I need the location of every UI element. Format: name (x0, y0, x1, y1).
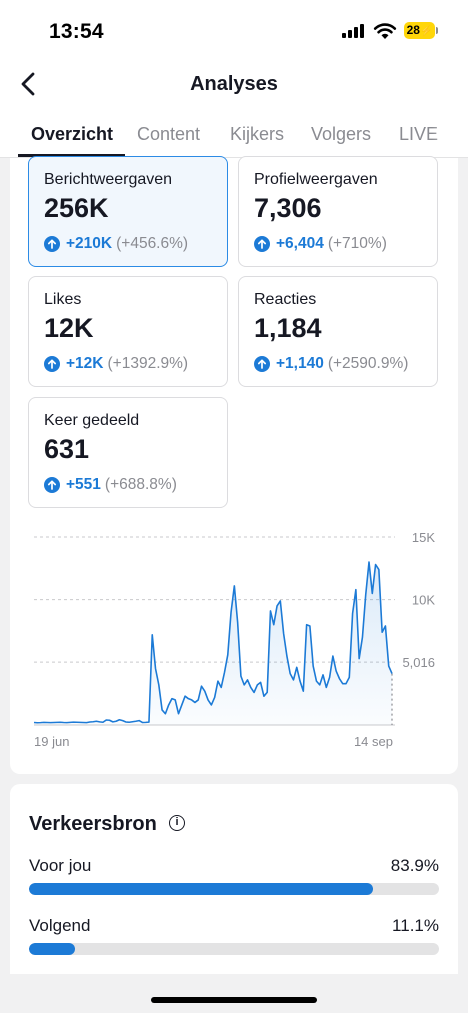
wifi-icon (373, 23, 397, 39)
traffic-source-title: Verkeersbron (29, 813, 157, 835)
arrow-up-icon (44, 356, 60, 372)
tab-overzicht[interactable]: Overzicht (31, 124, 114, 144)
traffic-source-name: Voor jou (29, 856, 92, 875)
tab-content[interactable]: Content (137, 124, 201, 144)
tab-volgers[interactable]: Volgers (311, 124, 372, 144)
metric-change-percent: (+710%) (327, 235, 387, 252)
metric-value: 12K (44, 313, 94, 343)
metric-card-profielweergaven[interactable]: Profielweergaven 7,306 +6,404 (+710%) (238, 156, 438, 267)
traffic-source-bar (29, 943, 439, 955)
signal-icon (342, 24, 366, 38)
battery-level: 28 (406, 23, 420, 37)
metric-card-keer-gedeeld[interactable]: Keer gedeeld 631 +551 (+688.8%) (28, 397, 228, 508)
views-chart[interactable]: 15K 10K 5,016 19 jun 14 sep (10, 520, 458, 750)
metric-change: +12K (+1392.9%) (44, 355, 188, 373)
chevron-left-icon[interactable] (17, 70, 41, 98)
overview-card: Berichtweergaven 256K +210K (+456.6%) Pr… (10, 156, 458, 774)
metric-change-percent: (+2590.9%) (327, 355, 409, 372)
arrow-up-icon (254, 236, 270, 252)
metric-change-value: +551 (66, 476, 101, 493)
metric-label: Likes (44, 291, 82, 308)
battery-icon: 28⚡ (404, 22, 435, 39)
metric-change-value: +6,404 (276, 235, 324, 252)
metric-change-value: +1,140 (276, 355, 324, 372)
header: Analyses (0, 62, 468, 110)
arrow-up-icon (44, 477, 60, 493)
chart-x-tick-label: 19 jun (34, 734, 69, 749)
traffic-source-bar (29, 883, 439, 895)
traffic-source-bar-fill (29, 883, 373, 895)
metric-change-percent: (+456.6%) (116, 235, 189, 252)
tabs-fade (432, 110, 468, 157)
status-bar: 13:54 28⚡ (0, 0, 468, 62)
traffic-source-name: Volgend (29, 916, 91, 935)
active-tab-indicator (18, 154, 125, 157)
metric-label: Profielweergaven (254, 171, 378, 188)
traffic-source-bar-fill (29, 943, 75, 955)
battery-nub (436, 27, 438, 34)
metric-value: 1,184 (254, 313, 322, 343)
tab-live[interactable]: LIVE (399, 124, 439, 144)
metric-label: Berichtweergaven (44, 171, 173, 188)
metric-change-value: +12K (66, 355, 104, 372)
chart-x-tick-label: 14 sep (354, 734, 393, 749)
traffic-source-card: Verkeersbron i Voor jou 83.9% Volgend 11… (10, 784, 458, 974)
tab-kijkers[interactable]: Kijkers (230, 124, 285, 144)
metric-card-reacties[interactable]: Reacties 1,184 +1,140 (+2590.9%) (238, 276, 438, 387)
traffic-source-percent: 11.1% (392, 916, 439, 935)
chart-area-fill (34, 562, 392, 725)
metric-change: +551 (+688.8%) (44, 476, 177, 494)
page-title: Analyses (190, 73, 278, 95)
arrow-up-icon (254, 356, 270, 372)
chart-series-line (33, 561, 393, 724)
metric-label: Keer gedeeld (44, 412, 140, 429)
info-icon[interactable]: i (169, 815, 185, 831)
arrow-up-icon (44, 236, 60, 252)
home-indicator (151, 997, 317, 1003)
tab-bar: Overzicht Content Kijkers Volgers LIVE (0, 110, 468, 158)
metric-change: +6,404 (+710%) (254, 235, 387, 253)
status-time: 13:54 (49, 20, 104, 43)
metric-change: +1,140 (+2590.9%) (254, 355, 408, 373)
metric-value: 631 (44, 434, 90, 464)
traffic-source-percent: 83.9% (390, 856, 439, 875)
chart-y-tick-label: 15K (412, 530, 435, 545)
metric-change-percent: (+688.8%) (104, 476, 177, 493)
metric-change-value: +210K (66, 235, 113, 252)
metric-value: 7,306 (254, 193, 322, 223)
chart-y-tick-label: 5,016 (402, 655, 435, 670)
metric-change-percent: (+1392.9%) (107, 355, 189, 372)
metric-label: Reacties (254, 291, 317, 308)
chart-y-tick-label: 10K (412, 593, 435, 608)
metric-value: 256K (44, 193, 109, 223)
metric-change: +210K (+456.6%) (44, 235, 188, 253)
metric-card-likes[interactable]: Likes 12K +12K (+1392.9%) (28, 276, 228, 387)
metric-card-berichtweergaven[interactable]: Berichtweergaven 256K +210K (+456.6%) (28, 156, 228, 267)
